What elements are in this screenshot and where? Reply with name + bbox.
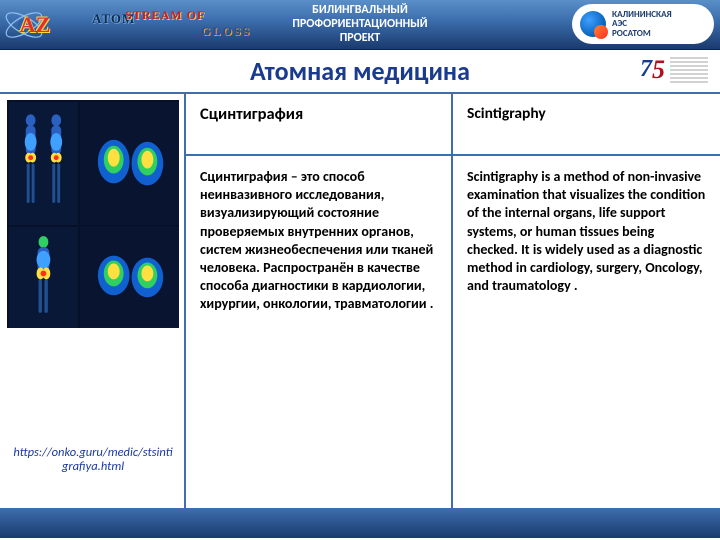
page-title: Атомная медицина	[250, 55, 470, 87]
footer-bar	[0, 508, 720, 538]
logo-az: A Z	[8, 7, 88, 43]
figure-column: https://onko.guru/medic/stsintigrafiya.h…	[0, 94, 184, 508]
definition-ru: Сцинтиграфия – это способ неинвазивного …	[186, 156, 453, 508]
rosatom-icon	[580, 11, 606, 37]
term-row: Сцинтиграфия Scintigraphy	[186, 94, 720, 156]
definition-columns: Сцинтиграфия Scintigraphy Сцинтиграфия –…	[184, 94, 720, 508]
scan-panel-1	[9, 102, 78, 225]
scan-panel-4	[80, 227, 179, 328]
project-label: БИЛИНГВАЛЬНЫЙ ПРОФОРИЕНТАЦИОННЫЙ ПРОЕКТ	[250, 4, 470, 45]
definition-en: Scintigraphy is a method of non-invasive…	[453, 156, 720, 508]
scan-panel-3	[9, 227, 78, 328]
content-body: https://onko.guru/medic/stsintigrafiya.h…	[0, 92, 720, 508]
svg-text:5: 5	[652, 55, 665, 84]
source-link[interactable]: https://onko.guru/medic/stsintigrafiya.h…	[6, 446, 180, 475]
sponsor-text: КАЛИНИНСКАЯ АЭС РОСАТОМ	[612, 10, 672, 38]
scan-panel-2	[80, 102, 179, 225]
logo-tagline-stream-gloss: STREAM OF GLOSS	[135, 10, 251, 39]
sponsor-badge: КАЛИНИНСКАЯ АЭС РОСАТОМ	[572, 4, 714, 44]
term-ru: Сцинтиграфия	[186, 94, 453, 154]
term-en: Scintigraphy	[453, 94, 720, 154]
scintigraphy-figure	[7, 100, 179, 328]
title-row: Атомная медицина 7 5	[0, 50, 720, 92]
definition-row: Сцинтиграфия – это способ неинвазивного …	[186, 156, 720, 508]
logo-text: A Z	[20, 12, 49, 38]
header-bar: A Z ATOM STREAM OF GLOSS БИЛИНГВАЛЬНЫЙ П…	[0, 0, 720, 50]
anniversary-75-badge: 7 5	[640, 52, 710, 95]
